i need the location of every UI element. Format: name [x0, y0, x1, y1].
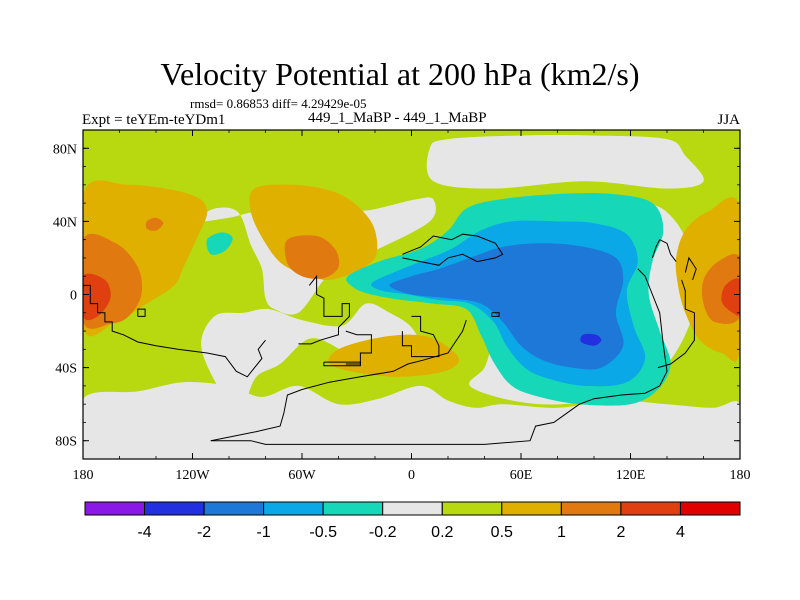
- colorbar-label: 4: [676, 524, 685, 541]
- coastline-south-block: [401, 315, 440, 358]
- coastline-north-america-south: [83, 284, 266, 378]
- coastline-arctic-upper: [402, 233, 504, 266]
- contour-region-negative-2-4: [580, 333, 602, 346]
- chart-title: Velocity Potential at 200 hPa (km2/s): [160, 56, 640, 92]
- y-tick-label: 80N: [53, 142, 77, 157]
- x-tick-label: 180: [73, 468, 94, 483]
- colorbar-swatch: [322, 501, 384, 516]
- x-tick-label: 180: [730, 468, 751, 483]
- colorbar-swatch: [680, 501, 741, 516]
- colorbar-swatch: [441, 501, 503, 516]
- y-tick-label: 0: [70, 289, 77, 304]
- coastline-east-upper: [684, 256, 697, 281]
- coastline-east-edge: [657, 279, 695, 369]
- colorbar-swatch: [144, 501, 205, 516]
- contour-fill-layer: [83, 130, 740, 459]
- coastline-layer: [83, 233, 697, 445]
- x-tick-label: 120W: [175, 468, 210, 483]
- colorbar-swatch: [560, 501, 622, 516]
- colorbar-label: -1: [256, 524, 270, 541]
- coastline-antarctic: [210, 319, 467, 442]
- colorbar-label: 1: [557, 524, 566, 541]
- coastline-antarctic-west: [210, 268, 668, 445]
- contour-region-negative-1-2: [389, 243, 624, 370]
- stats-line: rmsd= 0.86853 diff= 4.29429e-05: [190, 96, 367, 111]
- x-tick-label: 120E: [616, 468, 646, 483]
- x-tick-label: 60W: [288, 468, 316, 483]
- colorbar-label: 0.2: [431, 524, 453, 541]
- colorbar-swatch: [382, 501, 443, 516]
- y-tick-label: 40N: [53, 215, 77, 230]
- coastline-mid-island: [491, 312, 500, 317]
- colorbar-swatch: [84, 501, 145, 516]
- x-tick-label: 0: [408, 468, 415, 483]
- y-tick-label: 40S: [55, 362, 77, 377]
- contour-region-positive-2-4-east: [721, 278, 740, 316]
- colorbar-swatch: [203, 501, 265, 516]
- colorbar-label: 2: [616, 524, 625, 541]
- colorbar-label: -2: [197, 524, 211, 541]
- colorbar-label: -0.2: [369, 524, 397, 541]
- contour-region-negative-0.2-0.5-north-pocket: [206, 232, 233, 255]
- colorbar-label: -0.5: [309, 524, 337, 541]
- coastline-bar: [323, 361, 361, 367]
- season-label: JJA: [717, 112, 740, 128]
- x-axis: 180 120W 60W 0 60E 120E 180: [73, 130, 751, 483]
- contour-region-neutral-band-arctic: [426, 135, 704, 189]
- colorbar-swatch: [501, 501, 562, 516]
- colorbar: -4 -2 -1 -0.5 -0.2 0.2 0.5 1 2 4: [84, 501, 741, 541]
- x-tick-label: 60E: [510, 468, 533, 483]
- colorbar-label: 0.5: [491, 524, 513, 541]
- contour-region-positive-0.5-1-south: [328, 334, 460, 377]
- colorbar-swatch: [263, 501, 324, 516]
- y-tick-label: 80S: [55, 435, 77, 450]
- contour-region-neutral-band-south-atlantic: [83, 382, 740, 459]
- y-axis: 80N 40N 0 40S 80S: [53, 142, 740, 450]
- colorbar-label: -4: [137, 524, 151, 541]
- case-label: 449_1_MaBP - 449_1_MaBP: [308, 110, 487, 126]
- coastline-central-america: [298, 274, 350, 345]
- colorbar-swatch: [620, 501, 681, 516]
- contour-region-neutral-band-tropics: [201, 303, 421, 410]
- coastline-asia-east: [651, 239, 677, 262]
- contour-region-positive-1-2-central: [284, 235, 340, 279]
- contour-region-positive-1-2-north-pocket: [145, 217, 164, 231]
- coastline-small-islands: [137, 308, 146, 317]
- experiment-label: Expt = teYEm-teYDm1: [82, 112, 226, 128]
- contour-region-positive-0.5-1-central: [249, 184, 378, 281]
